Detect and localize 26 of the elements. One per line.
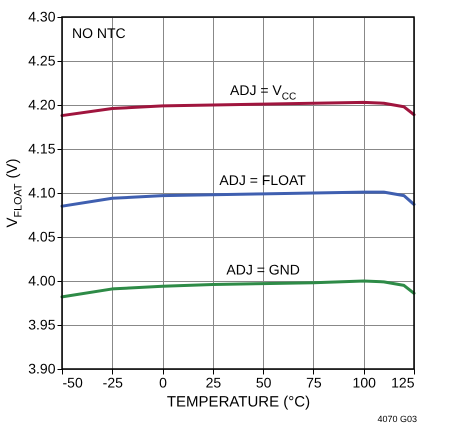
y-tick-label: 4.20 <box>28 96 56 112</box>
x-axis-title: TEMPERATURE (°C) <box>166 394 310 410</box>
x-tick-label: 25 <box>206 374 222 390</box>
y-tick-label: 3.90 <box>28 360 56 376</box>
series-label: ADJ = FLOAT <box>219 172 306 188</box>
line-series <box>60 280 416 298</box>
y-tick-label: 4.10 <box>28 184 56 200</box>
x-tick-label: 75 <box>306 374 322 390</box>
x-tick-label: 125 <box>391 374 415 390</box>
line-series <box>60 100 416 118</box>
x-tick-label: 100 <box>352 374 376 390</box>
y-tick-label: 4.05 <box>28 228 56 244</box>
x-tick-label: -25 <box>102 374 124 390</box>
y-tick-label: 4.15 <box>28 140 56 156</box>
annotation: NO NTC <box>72 25 126 41</box>
x-tick-label: 50 <box>256 374 272 390</box>
y-tick-label: 3.95 <box>28 316 56 332</box>
series-label: ADJ = GND <box>226 262 300 278</box>
y-tick-label: 4.30 <box>28 8 56 24</box>
y-tick-label: 4.25 <box>28 52 56 68</box>
line-series <box>60 190 416 208</box>
x-tick-label: 0 <box>159 374 168 390</box>
text: 4070 G03 <box>377 414 417 424</box>
x-tick-label: -50 <box>62 374 83 390</box>
y-axis-title: VFLOAT (V) <box>4 158 24 228</box>
y-tick-label: 4.00 <box>28 272 56 288</box>
